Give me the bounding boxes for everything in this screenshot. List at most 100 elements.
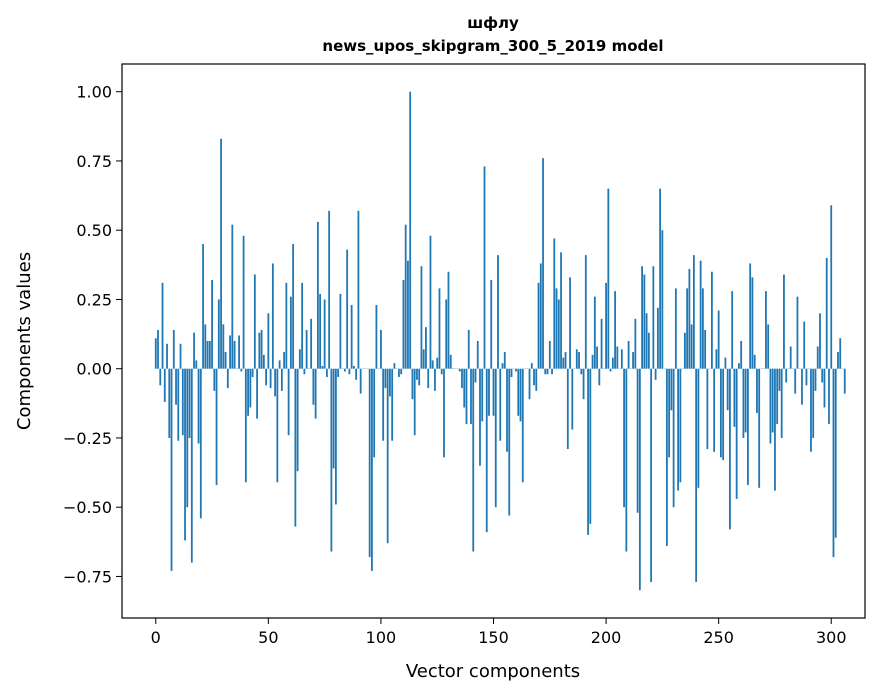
bar-component-146 xyxy=(483,166,486,369)
bar-component-144 xyxy=(479,368,481,466)
bar-component-248 xyxy=(713,368,716,452)
bar-component-47 xyxy=(260,329,263,369)
bar-component-20 xyxy=(199,368,202,519)
bar-component-162 xyxy=(519,368,522,422)
bar-component-123 xyxy=(431,360,434,369)
bar-component-194 xyxy=(591,354,594,369)
bar-component-300 xyxy=(830,205,833,369)
bar-component-72 xyxy=(316,221,319,369)
bar-component-80 xyxy=(334,368,337,505)
bar-component-289 xyxy=(805,368,808,386)
bar-component-5 xyxy=(166,343,168,369)
bar-component-86 xyxy=(348,368,351,375)
bar-component-28 xyxy=(217,299,220,369)
bar-component-202 xyxy=(609,368,612,372)
bar-component-210 xyxy=(627,341,630,369)
x-tick-label: 0 xyxy=(151,628,161,647)
bar-component-221 xyxy=(652,266,655,369)
bar-component-41 xyxy=(247,368,249,416)
bar-component-157 xyxy=(508,368,511,516)
bar-component-184 xyxy=(569,277,571,369)
bar-component-111 xyxy=(404,224,407,369)
bar-component-267 xyxy=(756,368,758,414)
bar-component-253 xyxy=(724,357,727,369)
bar-component-95 xyxy=(368,368,371,558)
bar-component-158 xyxy=(510,368,513,378)
bar-component-58 xyxy=(285,282,288,369)
bar-component-65 xyxy=(301,282,304,369)
bar-component-262 xyxy=(744,368,747,433)
bar-component-150 xyxy=(492,368,495,416)
bar-component-195 xyxy=(593,296,596,369)
bar-component-229 xyxy=(670,368,673,411)
bar-component-22 xyxy=(204,324,207,369)
y-tick-label: −0.25 xyxy=(63,429,112,448)
bar-component-250 xyxy=(717,310,720,369)
bar-component-138 xyxy=(465,368,468,425)
bar-component-239 xyxy=(692,255,695,369)
bar-component-2 xyxy=(159,368,162,386)
bar-component-16 xyxy=(190,368,193,563)
bar-component-154 xyxy=(501,363,504,369)
bar-component-126 xyxy=(438,288,441,369)
bar-component-14 xyxy=(186,368,189,508)
bar-component-3 xyxy=(161,282,164,369)
bar-component-192 xyxy=(587,368,589,535)
bar-component-169 xyxy=(535,368,538,391)
bar-component-87 xyxy=(350,304,353,369)
bar-component-279 xyxy=(783,274,785,369)
bar-component-49 xyxy=(265,368,267,386)
bar-component-273 xyxy=(769,368,772,444)
bar-component-57 xyxy=(283,352,286,369)
bar-component-30 xyxy=(222,324,225,369)
bar-component-214 xyxy=(636,368,639,513)
bar-component-120 xyxy=(425,327,427,369)
bar-component-203 xyxy=(611,357,614,369)
bar-component-40 xyxy=(244,368,247,483)
bar-component-35 xyxy=(233,341,236,369)
bar-component-21 xyxy=(202,244,204,369)
bar-component-13 xyxy=(184,368,186,541)
bar-component-100 xyxy=(380,329,382,369)
bar-component-142 xyxy=(474,368,477,383)
x-tick-label: 200 xyxy=(591,628,622,647)
bar-component-261 xyxy=(742,368,745,438)
bar-component-102 xyxy=(384,368,387,389)
bar-component-75 xyxy=(323,299,326,369)
bar-component-230 xyxy=(672,368,675,508)
bar-component-85 xyxy=(346,249,349,369)
bar-component-115 xyxy=(413,368,416,436)
bar-component-251 xyxy=(720,368,722,458)
bar-component-32 xyxy=(226,368,229,389)
y-tick-label: 0.00 xyxy=(76,360,112,379)
bar-component-249 xyxy=(715,349,718,369)
bar-component-63 xyxy=(296,368,299,472)
bar-component-131 xyxy=(449,354,452,369)
bar-component-220 xyxy=(650,368,653,582)
bar-component-302 xyxy=(834,368,837,538)
bar-component-288 xyxy=(803,321,806,369)
bar-component-271 xyxy=(765,291,767,369)
plot-frame xyxy=(121,63,866,619)
bar-component-215 xyxy=(638,368,641,591)
x-axis-ticks: 0 50 100 150 200 250 300 xyxy=(151,618,847,647)
x-axis-label: Vector components xyxy=(406,661,580,682)
bar-component-8 xyxy=(172,329,175,369)
y-tick-label: 0.25 xyxy=(76,290,112,309)
bar-component-148 xyxy=(488,368,490,416)
bar-component-25 xyxy=(211,280,213,369)
bar-component-298 xyxy=(825,257,828,369)
bar-component-233 xyxy=(679,368,682,483)
bar-component-153 xyxy=(499,368,502,441)
bar-component-263 xyxy=(747,368,749,486)
bar-component-79 xyxy=(332,368,335,469)
bar-component-26 xyxy=(213,368,216,391)
x-tick-label: 100 xyxy=(366,628,397,647)
bar-component-291 xyxy=(810,368,812,452)
x-tick-label: 150 xyxy=(478,628,509,647)
bar-component-69 xyxy=(310,318,313,369)
bar-component-59 xyxy=(287,368,290,436)
bar-component-208 xyxy=(623,368,625,508)
bar-component-219 xyxy=(647,332,650,369)
